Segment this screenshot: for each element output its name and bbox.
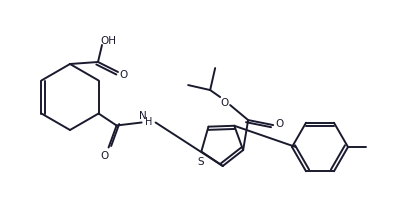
Text: H: H	[145, 117, 152, 127]
Text: O: O	[220, 98, 228, 108]
Text: OH: OH	[100, 36, 116, 46]
Text: O: O	[100, 151, 109, 161]
Text: O: O	[120, 70, 128, 80]
Text: O: O	[275, 118, 283, 128]
Text: S: S	[197, 156, 204, 166]
Text: N: N	[139, 111, 146, 121]
